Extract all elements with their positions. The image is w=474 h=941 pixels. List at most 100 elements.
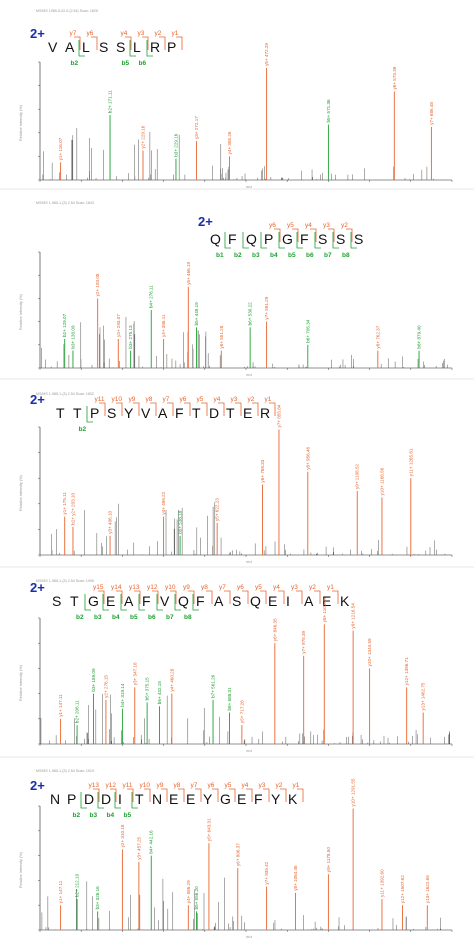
svg-text:b6: b6 bbox=[148, 614, 156, 621]
peak-label: y6+ 846.35 bbox=[272, 618, 277, 641]
svg-text:y7: y7 bbox=[219, 584, 226, 591]
peak-label: y2+ 310.18 bbox=[120, 824, 125, 847]
svg-text:y10: y10 bbox=[140, 782, 151, 789]
peak-label: b5+ 556.20 bbox=[194, 886, 199, 910]
y-ion-marker: y14 bbox=[111, 584, 123, 604]
sequence-residue: A bbox=[65, 39, 75, 55]
peak-label: y9+ 1178.50 bbox=[326, 847, 331, 873]
peak-label: b4+ 319.14 bbox=[120, 683, 125, 707]
sequence-residue: S bbox=[107, 405, 116, 421]
y-ion-marker: y13 bbox=[89, 782, 100, 802]
svg-text:y10: y10 bbox=[165, 584, 176, 591]
svg-text:y3: y3 bbox=[259, 782, 266, 789]
charge-state-label: 2+ bbox=[30, 580, 45, 595]
svg-text:y6: y6 bbox=[208, 782, 215, 789]
noise-peaks bbox=[51, 502, 452, 555]
peak-label: y6+ 551.28 bbox=[219, 325, 224, 348]
y-ion-marker: y1 bbox=[172, 30, 183, 50]
svg-text:y4: y4 bbox=[242, 782, 249, 789]
svg-text:y11: y11 bbox=[123, 782, 133, 789]
noise-peaks bbox=[42, 127, 434, 180]
peak-label: b5+ 449.19 bbox=[194, 302, 199, 326]
svg-text:b7: b7 bbox=[324, 252, 332, 259]
sequence-residue: V bbox=[48, 39, 58, 55]
noise-peaks bbox=[41, 316, 448, 368]
svg-text:b4: b4 bbox=[112, 614, 120, 621]
peak-label: y5+ 472.29 bbox=[264, 43, 269, 66]
peak-label: b5+ 538.18 bbox=[178, 510, 183, 534]
b-ion-marker: b8 bbox=[342, 232, 357, 259]
sequence-residue: G bbox=[282, 231, 293, 247]
sequence-residue: F bbox=[254, 791, 263, 807]
svg-text:y1: y1 bbox=[327, 584, 334, 591]
y-axis-label: Relative Intensity (%) bbox=[19, 851, 23, 888]
charge-state-label: 2+ bbox=[30, 778, 45, 793]
sequence-residue: V bbox=[160, 593, 170, 609]
peak-label: y1+ 116.07 bbox=[58, 137, 63, 160]
y-ion-marker: y7 bbox=[163, 396, 174, 416]
sequence-residue: E bbox=[106, 593, 115, 609]
svg-text:b2: b2 bbox=[76, 614, 84, 621]
axes bbox=[38, 805, 453, 932]
svg-text:y2: y2 bbox=[155, 30, 162, 37]
svg-text:y1: y1 bbox=[172, 30, 179, 37]
y-ion-marker: y10 bbox=[165, 584, 177, 604]
y-ion-marker: y7 bbox=[70, 30, 81, 50]
peak-label: y12+ 1396.71 bbox=[404, 657, 409, 685]
peak-label: b2+ 212.10 bbox=[75, 873, 80, 897]
svg-text:b3: b3 bbox=[252, 252, 260, 259]
charge-state-label: 2+ bbox=[30, 392, 45, 407]
y-ion-marker: y5 bbox=[255, 584, 267, 604]
peak-label: b8+ 688.31 bbox=[227, 687, 232, 711]
axes bbox=[38, 61, 453, 182]
peak-label: y11+ 1265.61 bbox=[408, 448, 413, 476]
axes bbox=[38, 426, 453, 557]
peak-label: b3+ 326.16 bbox=[95, 886, 100, 910]
peak-label: y7+ 975.39 bbox=[301, 630, 306, 653]
x-axis-label: m/z bbox=[246, 749, 252, 753]
sequence-residue: V bbox=[141, 405, 151, 421]
svg-text:y5: y5 bbox=[287, 222, 294, 229]
sequence-residue: G bbox=[88, 593, 99, 609]
y-ion-marker: y5 bbox=[197, 396, 208, 416]
peak-label: y6+ 806.37 bbox=[235, 843, 240, 866]
y-ion-marker: y6 bbox=[237, 584, 249, 604]
svg-text:y14: y14 bbox=[111, 584, 122, 591]
sequence-residue: F bbox=[142, 593, 151, 609]
axes bbox=[38, 251, 453, 370]
peak-label: y6+ 768.33 bbox=[260, 459, 265, 482]
svg-text:y2: y2 bbox=[309, 584, 316, 591]
sequence-residue: T bbox=[56, 405, 65, 421]
peak-label: y1+ 175.11 bbox=[62, 492, 67, 515]
sequence-residue: E bbox=[169, 791, 178, 807]
y-ion-marker: y3 bbox=[291, 584, 303, 604]
sequence-residue: R bbox=[260, 405, 270, 421]
b-ion-marker: b5 bbox=[124, 792, 138, 819]
peak-label: b3+ 229.16 bbox=[173, 133, 178, 157]
svg-text:b1: b1 bbox=[216, 252, 224, 259]
y-ion-marker: y12 bbox=[147, 584, 159, 604]
peak-label: y3+ 347.18 bbox=[132, 662, 137, 685]
sequence-residue: S bbox=[99, 39, 108, 55]
b-ion-marker: b2 bbox=[79, 406, 93, 433]
peak-label: b3+ 130.09 bbox=[70, 325, 75, 349]
y-ion-marker: y9 bbox=[157, 782, 168, 802]
charge-state-label: 2+ bbox=[198, 214, 213, 229]
b-ion-marker: b4 bbox=[270, 232, 285, 259]
y-ion-marker: y5 bbox=[287, 222, 299, 242]
sequence-residue: N bbox=[152, 791, 162, 807]
peak-label: b8+ 879.40 bbox=[417, 325, 422, 349]
svg-text:y7: y7 bbox=[70, 30, 77, 37]
b-ion-marker: b2 bbox=[234, 232, 249, 259]
peak-label: y10+ 1291.55 bbox=[351, 778, 356, 806]
y-axis-label: Relative Intensity (%) bbox=[19, 104, 23, 141]
svg-text:y8: y8 bbox=[174, 782, 181, 789]
peak-label: y7+ 686.48 bbox=[429, 102, 434, 125]
sequence-residue: K bbox=[340, 593, 350, 609]
y-ion-marker: y13 bbox=[129, 584, 141, 604]
svg-text:y6: y6 bbox=[237, 584, 244, 591]
y-ion-marker: y3 bbox=[259, 782, 270, 802]
b-ion-marker: b2 bbox=[71, 40, 85, 67]
